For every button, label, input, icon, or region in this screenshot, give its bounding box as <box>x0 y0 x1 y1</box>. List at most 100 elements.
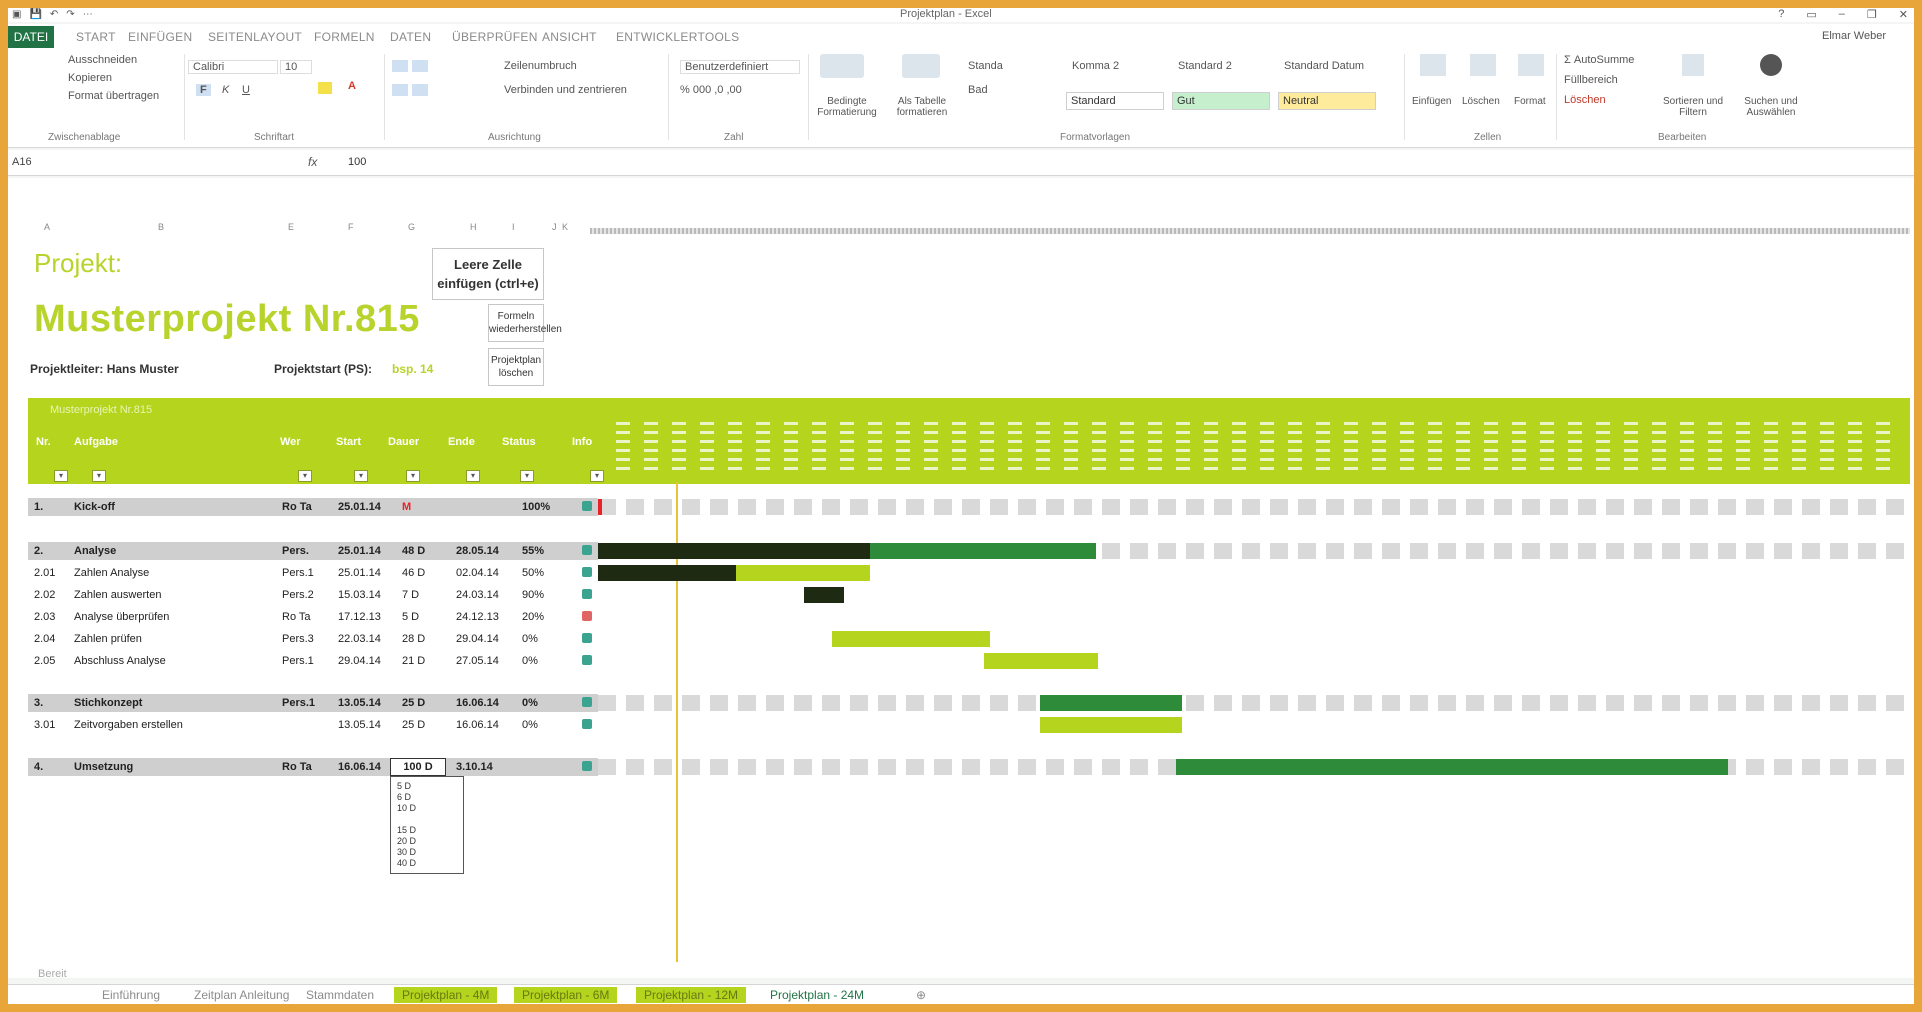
style-bad[interactable]: Bad <box>968 84 988 96</box>
ribbon-tab-start[interactable]: START <box>76 30 116 44</box>
cell-nr[interactable]: 2. <box>34 545 44 557</box>
filter-dropdown-icon[interactable]: ▾ <box>354 470 368 482</box>
gantt-bar[interactable] <box>1176 759 1728 775</box>
style-swatch[interactable]: Gut <box>1172 92 1270 110</box>
cell-pct[interactable]: 0% <box>522 697 538 709</box>
cell-end[interactable]: 29.04.14 <box>456 633 499 645</box>
table-row[interactable]: 2.01 Zahlen Analyse Pers.1 25.01.14 46 D 02.0… <box>28 564 598 582</box>
number-format-select[interactable]: Benutzerdefiniert <box>680 60 800 74</box>
cell-pct[interactable]: 55% <box>522 545 545 557</box>
fill-color-icon[interactable] <box>318 82 332 94</box>
quick-access-icon[interactable]: ⋯ <box>82 9 93 20</box>
format-as-table-button[interactable]: Als Tabelle formatieren <box>896 96 948 118</box>
cell-start[interactable]: 13.05.14 <box>338 697 381 709</box>
sheet-tab[interactable]: Zeitplan Anleitung <box>194 988 290 1002</box>
autosum-button[interactable]: Σ AutoSumme <box>1564 54 1635 66</box>
filter-dropdown-icon[interactable]: ▾ <box>406 470 420 482</box>
ribbon-tab-überprüfen[interactable]: ÜBERPRÜFEN <box>452 30 538 44</box>
number-format-icons[interactable]: % 000 ,0 ,00 <box>680 84 742 96</box>
column-header[interactable]: K <box>562 222 569 232</box>
cell-dur[interactable]: 5 D <box>402 611 420 623</box>
formula-input[interactable]: 100 <box>348 156 367 168</box>
cell-who[interactable]: Ro Ta <box>282 611 311 623</box>
column-header[interactable]: I <box>512 222 515 232</box>
horizontal-scrollbar[interactable] <box>590 228 1910 234</box>
table-row[interactable]: 3.01 Zeitvorgaben erstellen 13.05.14 25 D 16… <box>28 716 598 734</box>
sort-filter-icon[interactable] <box>1682 54 1704 76</box>
cell-pct[interactable]: 90% <box>522 589 545 601</box>
quick-access-icon[interactable]: ▣ <box>12 9 22 20</box>
wrap-text-button[interactable]: Zeilenumbruch <box>504 60 577 72</box>
cell-pct[interactable]: 0% <box>522 655 538 667</box>
cell-pct[interactable]: 0% <box>522 719 538 731</box>
cell-nr[interactable]: 2.03 <box>34 611 56 623</box>
cell-start[interactable]: 17.12.13 <box>338 611 381 623</box>
cell-end[interactable]: 3.10.14 <box>456 761 493 773</box>
gantt-bar[interactable] <box>736 565 870 581</box>
quick-access-icon[interactable]: ↶ <box>49 9 59 20</box>
cell-who[interactable]: Ro Ta <box>282 761 312 773</box>
ribbon-tab-entwicklertools[interactable]: ENTWICKLERTOOLS <box>616 30 740 44</box>
column-header[interactable]: A <box>44 222 51 232</box>
cell-end[interactable]: 24.12.13 <box>456 611 499 623</box>
table-row[interactable]: 4. Umsetzung Ro Ta 16.06.14 100 D 3.10.14 <box>28 758 598 776</box>
format-cells-button[interactable]: Format <box>1514 96 1546 107</box>
column-header[interactable]: B <box>158 222 165 232</box>
style-swatch[interactable]: Neutral <box>1278 92 1376 110</box>
sheet-tab[interactable]: Projektplan - 4M <box>394 987 498 1003</box>
cell-who[interactable]: Pers.1 <box>282 567 314 579</box>
cell-who[interactable]: Pers.3 <box>282 633 314 645</box>
cell-dur[interactable]: 21 D <box>402 655 426 667</box>
cell-dur[interactable]: 48 D <box>402 545 426 557</box>
ribbon-tab-formeln[interactable]: FORMELN <box>314 30 375 44</box>
window-control-icon[interactable]: ❐ <box>1866 9 1877 21</box>
cell-task[interactable]: Analyse <box>74 545 117 557</box>
align-top-icon[interactable] <box>392 60 408 72</box>
align-middle-icon[interactable] <box>412 60 428 72</box>
cell-end[interactable]: 16.06.14 <box>456 697 499 709</box>
ribbon-tab-ansicht[interactable]: ANSICHT <box>542 30 597 44</box>
fx-icon[interactable]: fx <box>308 155 318 169</box>
filter-dropdown-icon[interactable]: ▾ <box>466 470 480 482</box>
dropdown-option[interactable]: 10 D <box>397 803 417 813</box>
gantt-bar[interactable] <box>1040 695 1182 711</box>
font-size-select[interactable]: 10 <box>280 60 312 74</box>
cell-who[interactable]: Ro Ta <box>282 501 312 513</box>
sheet-tab[interactable]: Projektplan - 6M <box>514 987 618 1003</box>
window-control-icon[interactable]: ▭ <box>1806 9 1817 21</box>
filter-dropdown-icon[interactable]: ▾ <box>590 470 604 482</box>
cell-task[interactable]: Zahlen Analyse <box>74 567 150 579</box>
cell-end[interactable]: 27.05.14 <box>456 655 499 667</box>
filter-dropdown-icon[interactable]: ▾ <box>520 470 534 482</box>
gantt-bar[interactable] <box>984 653 1098 669</box>
cell-who[interactable]: Pers.1 <box>282 697 316 709</box>
format-cells-icon[interactable] <box>1518 54 1544 76</box>
filter-dropdown-icon[interactable]: ▾ <box>54 470 68 482</box>
cell-dur[interactable]: 7 D <box>402 589 420 601</box>
table-row[interactable]: 3. Stichkonzept Pers.1 13.05.14 25 D 16.06.14… <box>28 694 598 712</box>
table-row[interactable]: 2.02 Zahlen auswerten Pers.2 15.03.14 7 D 24.… <box>28 586 598 604</box>
restore-formulas-button[interactable]: Formeln wiederherstellen <box>488 304 562 342</box>
cell-dur[interactable]: 46 D <box>402 567 426 579</box>
cell-start[interactable]: 25.01.14 <box>338 501 381 513</box>
filter-dropdown-icon[interactable]: ▾ <box>92 470 106 482</box>
delete-cells-button[interactable]: Löschen <box>1462 96 1500 107</box>
sheet-tab[interactable]: Projektplan - 24M <box>770 988 865 1002</box>
cell-who[interactable]: Pers.2 <box>282 589 314 601</box>
column-header[interactable]: F <box>348 222 354 232</box>
cell-start[interactable]: 25.01.14 <box>338 545 381 557</box>
gantt-bar[interactable] <box>598 499 602 515</box>
cell-task[interactable]: Umsetzung <box>74 761 134 773</box>
user-name[interactable]: Elmar Weber <box>1822 30 1886 42</box>
quick-access-icon[interactable]: ↷ <box>66 9 75 20</box>
cell-end[interactable]: 02.04.14 <box>456 567 499 579</box>
cell-start[interactable]: 16.06.14 <box>338 761 381 773</box>
dropdown-option[interactable]: 30 D <box>397 847 417 857</box>
cell-pct[interactable]: 0% <box>522 633 538 645</box>
conditional-format-icon[interactable] <box>820 54 864 78</box>
dropdown-option[interactable]: 20 D <box>397 836 417 846</box>
ribbon-tab-seitenlayout[interactable]: SEITENLAYOUT <box>208 30 303 44</box>
window-control-icon[interactable]: ✕ <box>1898 9 1908 21</box>
copy-button[interactable]: Kopieren <box>68 72 113 84</box>
